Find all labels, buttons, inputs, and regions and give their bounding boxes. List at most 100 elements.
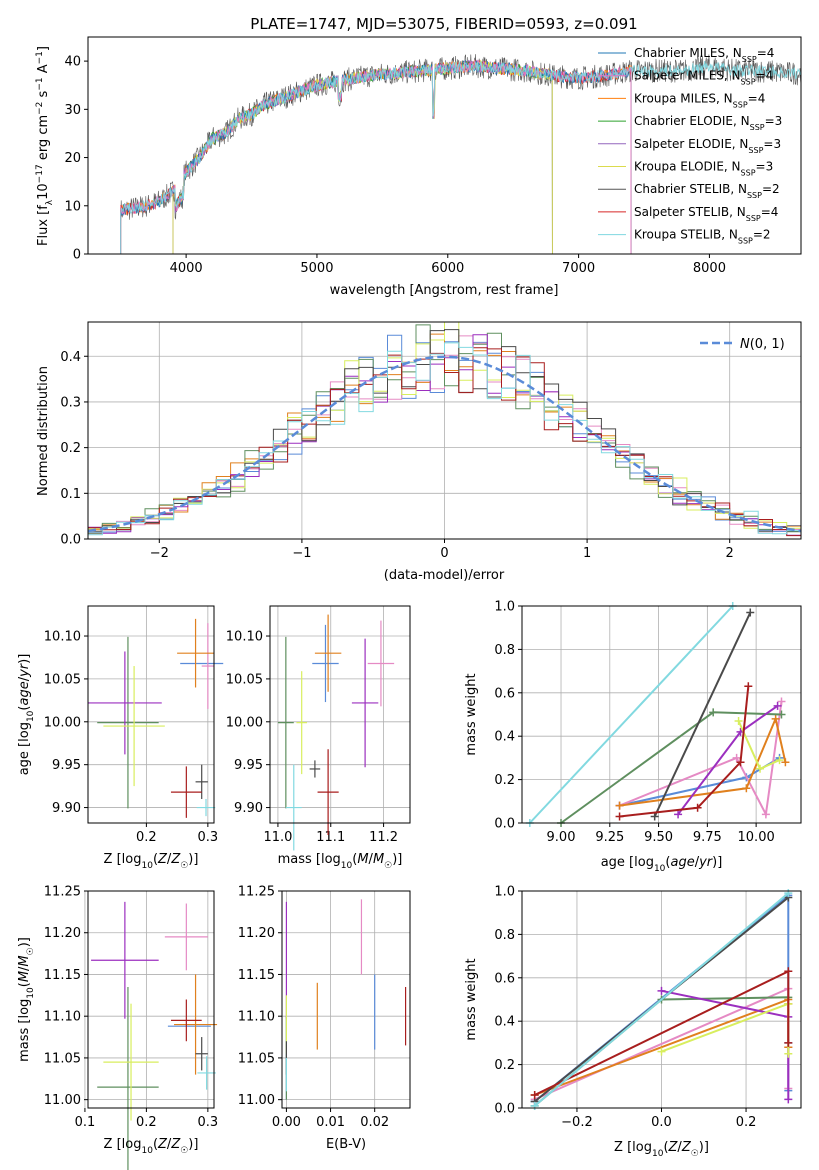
legend-name: Kroupa ELODIE, N xyxy=(634,160,741,174)
legend-count: =2 xyxy=(762,182,780,196)
x-axis-label: (data-model)/error xyxy=(384,568,505,583)
label-part: ( xyxy=(153,852,158,867)
y-tick-label: 10.05 xyxy=(44,672,81,687)
x-tick-label: 5000 xyxy=(300,261,333,276)
x-tick-label: −2 xyxy=(150,546,169,561)
mass-weight-series xyxy=(661,1002,790,1054)
label-part: λ xyxy=(45,199,55,205)
y-tick-label: 0.1 xyxy=(60,487,81,502)
y-tick-label: 0.4 xyxy=(60,350,81,365)
label-part: age xyxy=(17,681,32,705)
y-tick-label: 11.05 xyxy=(238,1051,275,1066)
x-axis-label: E(B-V) xyxy=(326,1137,366,1152)
label-part: ( xyxy=(17,706,32,711)
label-part: −2 xyxy=(35,102,45,115)
y-tick-label: 40 xyxy=(64,55,81,70)
label-part: ( xyxy=(17,982,32,987)
label-part: ☉ xyxy=(180,861,188,871)
label-part: ☉ xyxy=(691,1149,699,1159)
mass-weight-point xyxy=(756,764,765,773)
y-tick-label: 11.00 xyxy=(44,1093,81,1108)
x-tick-label: 11.0 xyxy=(263,830,292,845)
label-part: mass [log xyxy=(278,852,341,867)
y-tick-label: 11.15 xyxy=(238,968,275,983)
legend-entry: Kroupa STELIB, NSSP=2 xyxy=(634,228,771,246)
label-part: ☉ xyxy=(384,861,392,871)
mass-weight-series xyxy=(619,701,783,818)
mass-weight-point xyxy=(746,608,755,617)
label-part: / xyxy=(677,1140,682,1155)
y-tick-label: 0.2 xyxy=(60,441,81,456)
y-tick-label: 0.0 xyxy=(494,1102,515,1117)
y-axis-label: age [log10(age/yr)] xyxy=(17,654,36,776)
mass-weight-point xyxy=(775,756,784,765)
label-part: ☉ xyxy=(180,1146,188,1156)
mass-weight-point xyxy=(784,1095,793,1104)
y-tick-label: 0.4 xyxy=(494,1015,515,1030)
label-part: 10 xyxy=(26,710,36,722)
mass-weight-point xyxy=(742,784,751,793)
y-tick-label: 1.0 xyxy=(494,600,515,615)
x-tick-label: −1 xyxy=(292,546,311,561)
legend-name: Salpeter ELODIE, N xyxy=(634,137,748,151)
x-axis-label: mass [log10(M/M☉)] xyxy=(278,852,403,871)
axes-frame xyxy=(521,605,802,824)
legend-name: Salpeter STELIB, N xyxy=(634,205,746,219)
label-part: / xyxy=(17,966,32,971)
legend-count: =4 xyxy=(748,91,766,105)
massweight-vs-age-panel: 9.00 9.25 9.50 9.75 10.00 0.0 0.2 0.4 0.6 0.8 1.0 a… xyxy=(464,600,802,874)
legend-entry: Chabrier ELODIE, NSSP=3 xyxy=(634,114,782,132)
legend-sub: SSP xyxy=(748,145,763,154)
label-part: ( xyxy=(153,1137,158,1152)
label-part: Flux [f xyxy=(36,205,51,246)
label-part: )] xyxy=(17,654,32,664)
series-group xyxy=(530,889,793,1110)
label-part: age xyxy=(670,855,694,870)
x-axis-label: Z [log10(Z/Z☉)] xyxy=(614,1140,709,1159)
mass-weight-point xyxy=(615,812,624,821)
y-tick-label: 0.6 xyxy=(494,971,515,986)
mass-weight-point xyxy=(709,708,718,717)
x-tick-label: 9.00 xyxy=(547,830,576,845)
x-tick-label: 0.3 xyxy=(198,1115,219,1130)
residuals-panel: −2 −1 0 1 2 0.0 0.1 0.2 0.3 0.4 N(0, 1) (data-model… xyxy=(36,321,802,583)
y-tick-label: 11.05 xyxy=(44,1051,81,1066)
y-tick-label: 30 xyxy=(64,103,81,118)
x-tick-label: 9.75 xyxy=(693,830,722,845)
label-part: / xyxy=(695,855,700,870)
legend-name: N xyxy=(740,337,750,352)
y-tick-label: 10.10 xyxy=(226,630,263,645)
x-tick-label: 6000 xyxy=(431,261,464,276)
label-part: / xyxy=(17,676,32,681)
mass-weight-point xyxy=(657,986,666,995)
mass-weight-point xyxy=(761,810,770,819)
label-part: Z xyxy=(681,1140,692,1155)
label-part: erg cm xyxy=(36,115,51,164)
mass-weight-point xyxy=(784,1038,793,1047)
label-part: ( xyxy=(663,1140,668,1155)
y-tick-label: 10.10 xyxy=(44,630,81,645)
mass-weight-point xyxy=(771,714,780,723)
legend-entry: Kroupa ELODIE, NSSP=3 xyxy=(634,160,773,178)
legend-sub: SSP xyxy=(741,168,756,177)
y-tick-label: 0.3 xyxy=(60,395,81,410)
mass-weight-point xyxy=(732,753,741,762)
x-tick-label: 9.50 xyxy=(644,830,673,845)
label-part: / xyxy=(167,852,172,867)
x-tick-label: 10.00 xyxy=(738,830,775,845)
legend-entry: Salpeter ELODIE, NSSP=3 xyxy=(634,137,781,155)
x-tick-label: 2 xyxy=(726,546,734,561)
y-tick-label: 0 xyxy=(73,248,81,263)
legend-sub: SSP xyxy=(747,191,762,200)
y-tick-label: 11.25 xyxy=(44,885,81,900)
spectrum-series xyxy=(172,59,553,254)
mass-weight-point xyxy=(734,717,743,726)
label-part: Z [log xyxy=(614,1140,652,1155)
mass-weight-point xyxy=(530,1090,539,1099)
label-part: s xyxy=(36,90,51,101)
x-axis-label: Z [log10(Z/Z☉)] xyxy=(104,852,199,871)
x-tick-label: 11.2 xyxy=(369,830,398,845)
figure-title: PLATE=1747, MJD=53075, FIBERID=0593, z=0… xyxy=(250,15,637,33)
legend-name: Kroupa MILES, N xyxy=(634,91,733,105)
